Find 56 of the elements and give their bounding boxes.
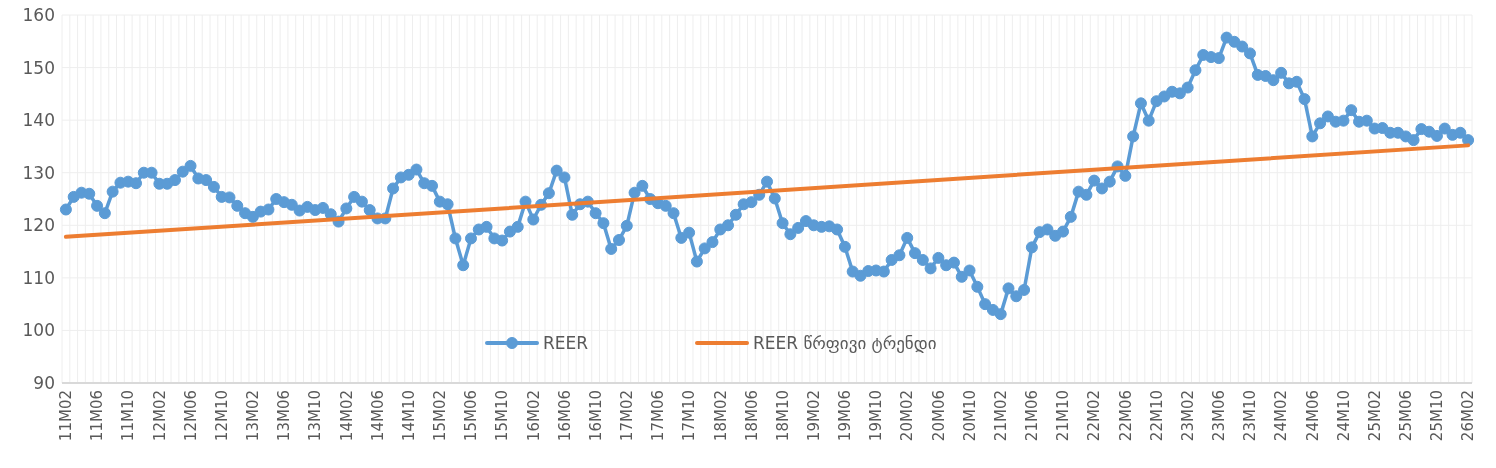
x-tick-label: 22M02 [1085, 390, 1104, 442]
y-tick-label: 120 [22, 215, 55, 236]
x-tick-label: 20M10 [960, 390, 979, 442]
x-tick-label: 19M06 [836, 390, 855, 442]
y-tick-label: 100 [22, 320, 55, 341]
x-tick-label: 15M02 [431, 390, 450, 442]
x-tick-label: 20M02 [898, 390, 917, 442]
x-tick-label: 23M06 [1210, 390, 1229, 442]
x-tick-label: 15M10 [493, 390, 512, 442]
x-tick-label: 14M06 [368, 390, 387, 442]
x-tick-label: 26M02 [1459, 390, 1478, 442]
x-tick-label: 12M02 [150, 390, 169, 442]
x-tick-label: 24M06 [1303, 390, 1322, 442]
x-tick-label: 17M06 [649, 390, 668, 442]
y-tick-label: 130 [22, 162, 55, 183]
x-tick-label: 21M10 [1054, 390, 1073, 442]
x-tick-label: 18M06 [742, 390, 761, 442]
x-tick-label: 11M06 [88, 390, 107, 442]
x-tick-label: 14M10 [399, 390, 418, 442]
y-tick-label: 110 [22, 267, 55, 288]
x-tick-label: 13M02 [244, 390, 263, 442]
legend-label: REER წრფივი ტრენდი [753, 332, 937, 353]
x-tick-label: 25M10 [1428, 390, 1447, 442]
x-tick-label: 13M06 [275, 390, 294, 442]
y-tick-label: 150 [22, 57, 55, 78]
x-tick-label: 11M10 [119, 390, 138, 442]
x-tick-label: 19M10 [867, 390, 886, 442]
x-tick-label: 22M10 [1147, 390, 1166, 442]
x-tick-label: 23M02 [1178, 390, 1197, 442]
x-tick-label: 15M06 [462, 390, 481, 442]
x-tick-label: 11M02 [57, 390, 76, 442]
x-tick-label: 18M02 [711, 390, 730, 442]
x-tick-label: 13M10 [306, 390, 325, 442]
x-tick-label: 20M06 [929, 390, 948, 442]
x-tick-label: 24M02 [1272, 390, 1291, 442]
y-tick-label: 160 [22, 4, 55, 25]
x-tick-label: 14M02 [337, 390, 356, 442]
x-tick-label: 16M02 [524, 390, 543, 442]
x-tick-label: 12M06 [181, 390, 200, 442]
x-tick-label: 16M06 [555, 390, 574, 442]
y-tick-label: 140 [22, 110, 55, 131]
x-tick-label: 25M02 [1365, 390, 1384, 442]
x-tick-label: 17M10 [680, 390, 699, 442]
y-tick-label: 90 [33, 372, 55, 393]
x-tick-label: 21M06 [1023, 390, 1042, 442]
x-tick-label: 17M02 [618, 390, 637, 442]
x-tick-label: 21M02 [991, 390, 1010, 442]
x-tick-label: 24M10 [1334, 390, 1353, 442]
x-tick-label: 16M10 [586, 390, 605, 442]
legend-label: REER [543, 332, 589, 353]
x-tick-label: 22M06 [1116, 390, 1135, 442]
x-tick-label: 12M10 [212, 390, 231, 442]
x-tick-label: 18M10 [773, 390, 792, 442]
x-tick-label: 23M10 [1241, 390, 1260, 442]
x-tick-label: 19M02 [804, 390, 823, 442]
x-tick-label: 25M06 [1397, 390, 1416, 442]
